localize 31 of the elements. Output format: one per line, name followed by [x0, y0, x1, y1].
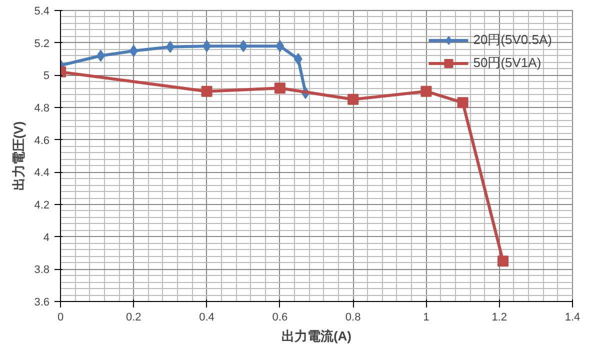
point	[294, 53, 302, 65]
x-tick-label: 0.2	[126, 312, 142, 324]
point	[457, 97, 468, 108]
y-tick-label: 4.8	[34, 102, 50, 114]
point	[201, 86, 212, 97]
point	[498, 256, 509, 267]
x-tick-label: 1	[423, 312, 430, 324]
x-axis-title: 出力電流(A)	[281, 328, 352, 344]
x-tick-label: 0.8	[345, 312, 361, 324]
y-tick-label: 5.4	[34, 6, 50, 18]
x-tick-label: 0.4	[199, 312, 214, 324]
y-tick-label: 5.2	[34, 38, 50, 50]
y-tick-label: 3.6	[34, 296, 50, 308]
point	[129, 44, 138, 57]
x-tick-label: 1.2	[492, 312, 508, 324]
y-tick-label: 4	[43, 232, 50, 244]
y-tick-label: 4.2	[34, 200, 50, 212]
point	[276, 40, 284, 52]
y-tick-label: 4.6	[34, 134, 50, 147]
point	[239, 40, 248, 52]
point	[274, 82, 286, 94]
x-tick-label: 0.6	[272, 312, 288, 324]
y-tick-label: 3.8	[34, 264, 50, 276]
legend-label: 50円(5V1A)	[473, 54, 542, 72]
x-tick-label: 0	[57, 312, 64, 324]
y-axis-title: 出力電圧(V)	[11, 121, 26, 191]
y-tick-label: 4.4	[34, 167, 50, 180]
point	[348, 94, 359, 105]
point	[420, 86, 432, 97]
x-tick-label: 1.4	[564, 312, 580, 324]
y-tick-label: 5	[43, 70, 50, 82]
